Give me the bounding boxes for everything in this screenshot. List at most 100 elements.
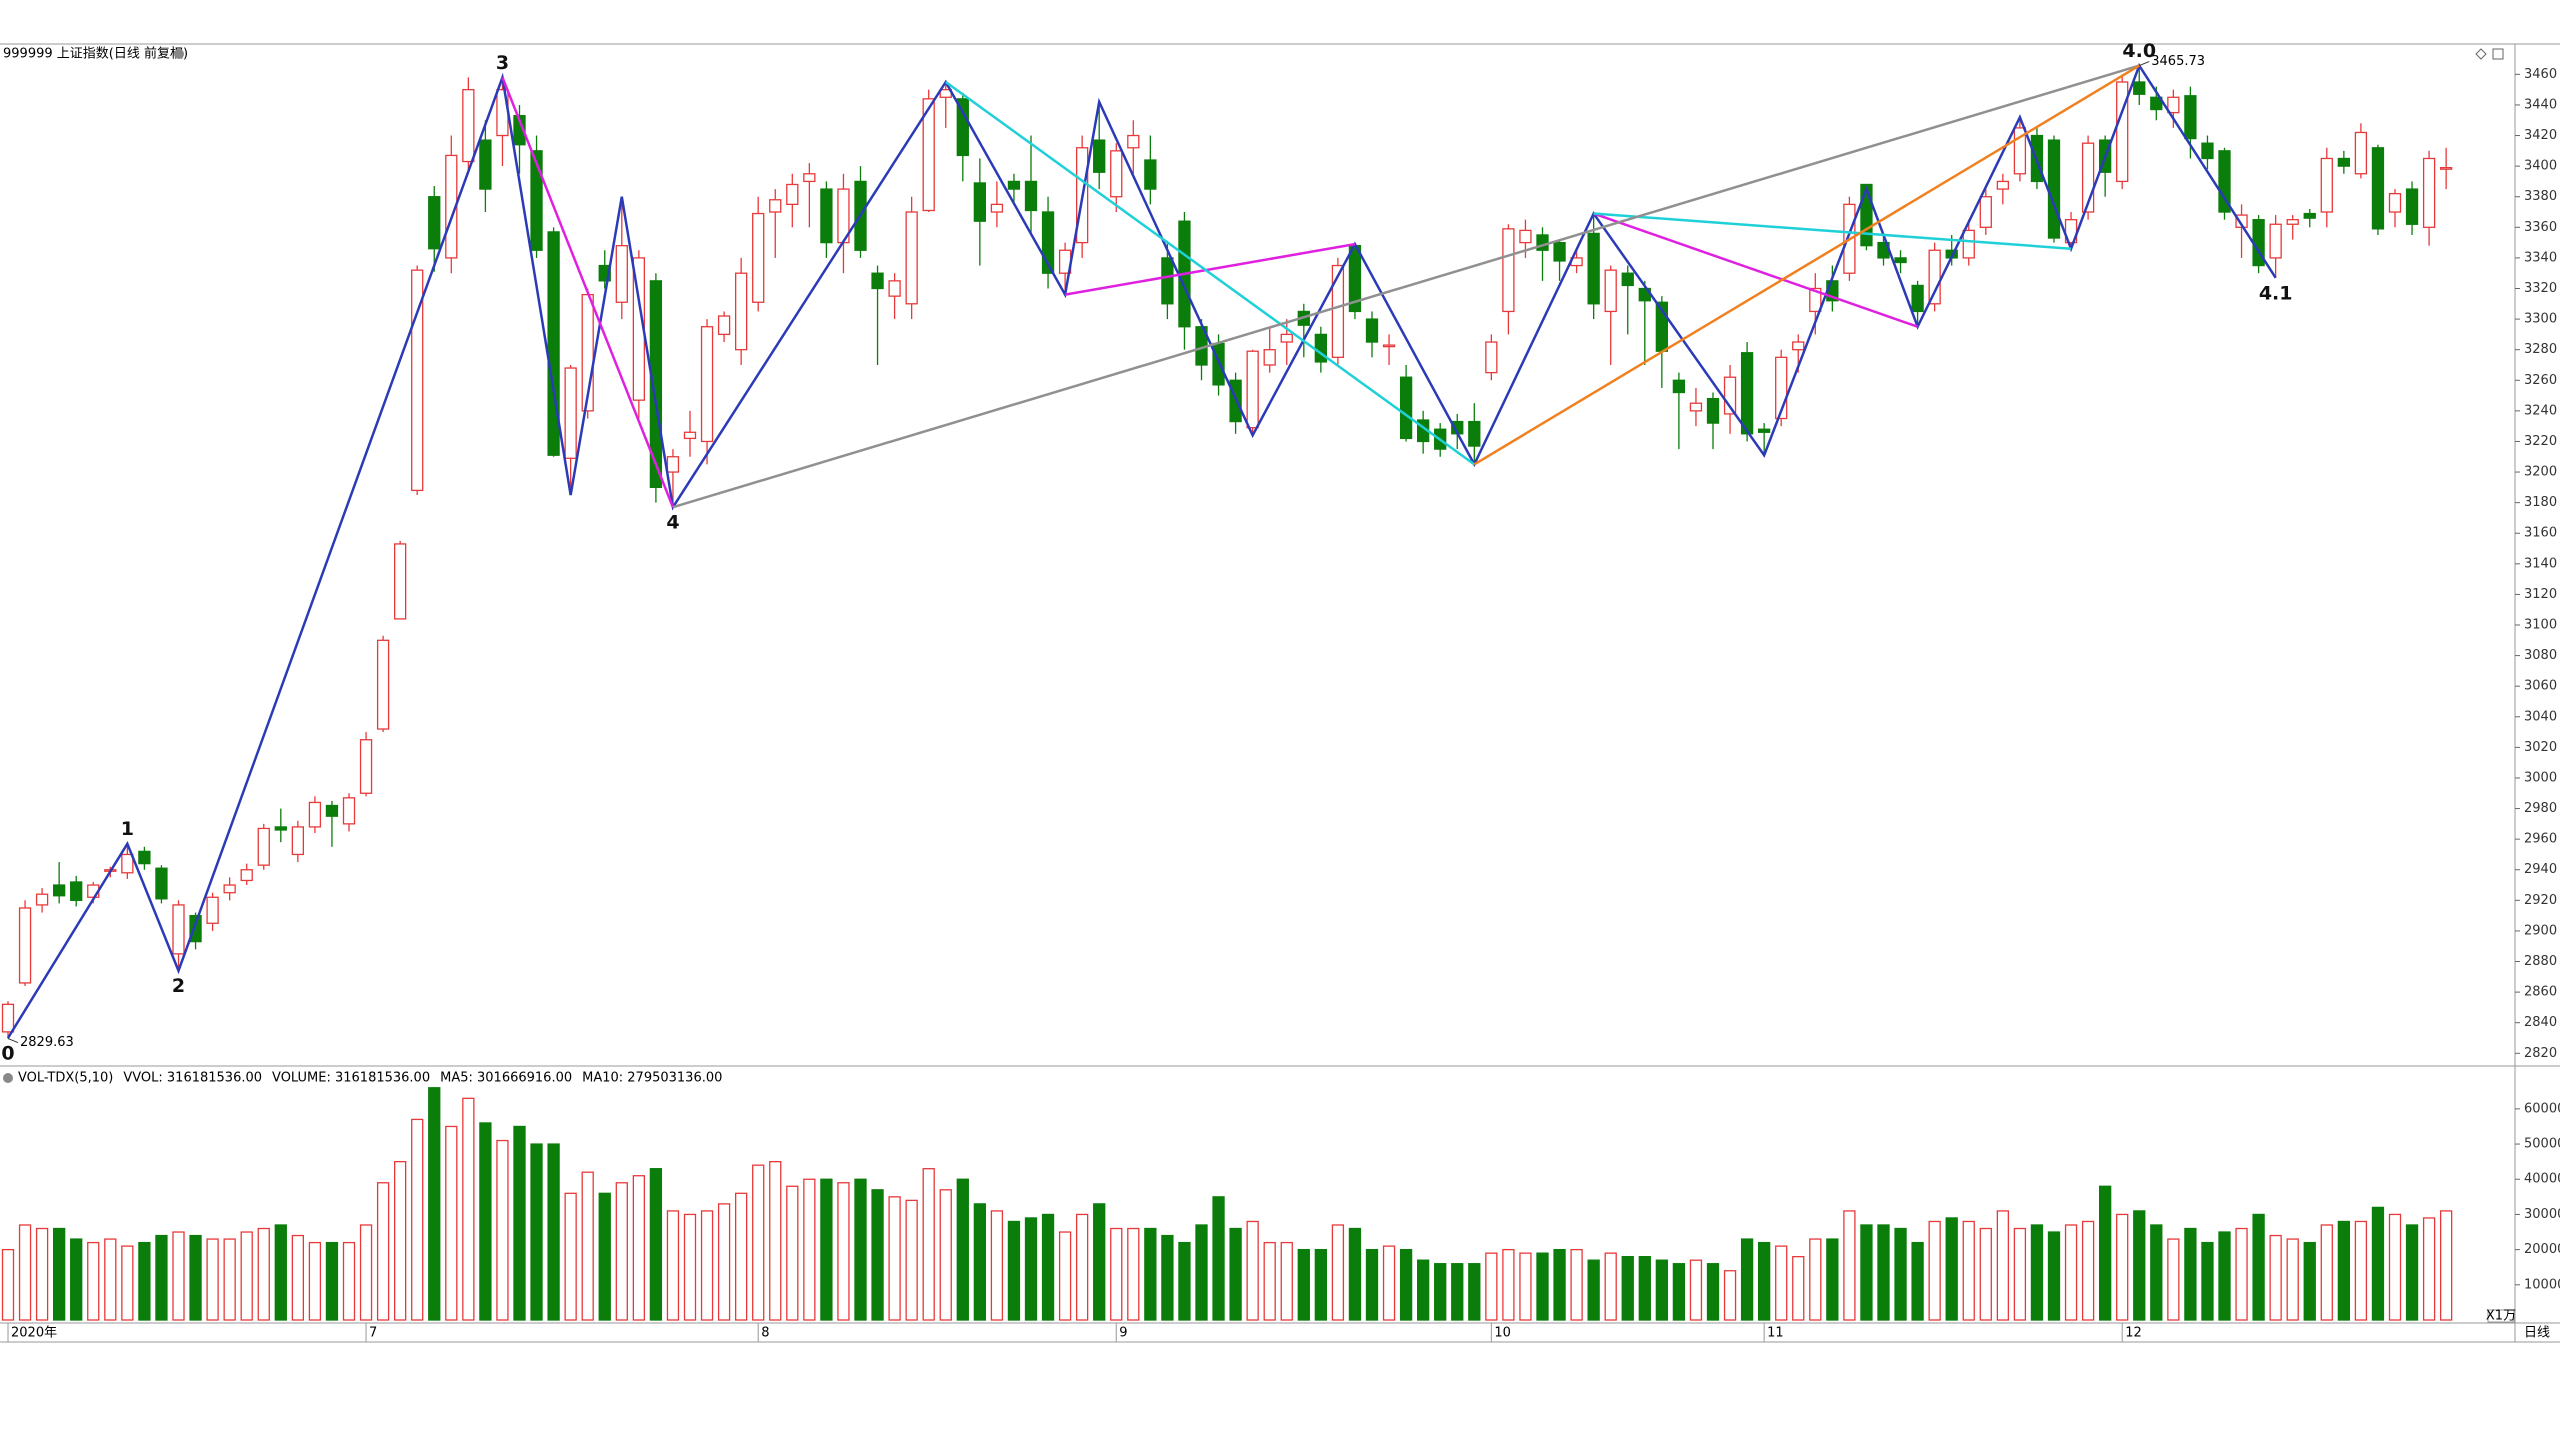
candle-body <box>1587 232 1600 305</box>
candle-body <box>1706 397 1720 424</box>
candle-body <box>1775 356 1788 420</box>
volume-bar <box>1758 1241 1771 1321</box>
volume-bar <box>1468 1263 1481 1321</box>
volume-bar <box>666 1210 680 1321</box>
candle-body <box>1689 402 1703 412</box>
volume-bar <box>35 1227 49 1321</box>
y-tick-label: 3120 <box>2524 587 2557 602</box>
volume-bar <box>2098 1185 2112 1321</box>
candle-body <box>223 884 236 894</box>
volume-bar <box>445 1125 458 1321</box>
y-tick-label: 2880 <box>2524 954 2557 969</box>
candle-body <box>35 893 49 906</box>
candle-body <box>530 150 543 251</box>
volume-bar <box>1076 1213 1089 1321</box>
volume-bar <box>1706 1263 1720 1321</box>
volume-bar <box>496 1139 509 1321</box>
volume-bar <box>2337 1220 2351 1321</box>
volume-bar <box>1331 1224 1345 1321</box>
volume-bar <box>1553 1248 1566 1321</box>
volume-bar <box>2320 1224 2333 1321</box>
volume-bar <box>104 1238 117 1321</box>
volume-bar <box>973 1203 986 1321</box>
volume-bar <box>1911 1241 1924 1321</box>
candle-body <box>735 272 748 351</box>
candle-body <box>172 904 185 955</box>
y-tick-label: 3440 <box>2524 97 2557 112</box>
volume-bar <box>2013 1227 2027 1321</box>
y-tick-label: 2960 <box>2524 832 2557 847</box>
volume-bar <box>2030 1224 2044 1321</box>
volume-bar <box>769 1161 782 1321</box>
candle-body <box>1604 269 1617 313</box>
wave-label: 0 <box>1 1042 14 1064</box>
candle-body <box>1024 180 1038 212</box>
y-tick-label: 3220 <box>2524 434 2557 449</box>
wave-line <box>501 76 675 508</box>
volume-bar <box>1297 1248 1310 1321</box>
volume-bar <box>376 1182 390 1321</box>
volume-bar <box>393 1161 407 1321</box>
x-tick-label: 10 <box>1494 1326 1511 1341</box>
volume-bar <box>206 1238 219 1321</box>
candle-body <box>1758 428 1771 433</box>
period-label[interactable]: 日线 <box>2524 1326 2550 1341</box>
extreme-label: 2829.63 <box>20 1035 74 1050</box>
y-tick-label: 3200 <box>2524 465 2557 480</box>
candle-body <box>359 739 373 794</box>
volume-bar <box>717 1203 731 1321</box>
y-tick-label: 3180 <box>2524 495 2557 510</box>
volume-bar <box>581 1171 594 1321</box>
candle-body <box>1246 350 1259 429</box>
vol-tick-label: 50000 <box>2524 1137 2560 1152</box>
candle-body <box>1314 333 1327 363</box>
volume-bar <box>1979 1227 1992 1321</box>
y-tick-label: 3240 <box>2524 403 2557 418</box>
candle-body <box>1809 287 1822 313</box>
candle-body <box>189 914 202 943</box>
candle-body <box>1331 264 1345 358</box>
volume-bar <box>1775 1245 1788 1321</box>
candle-body <box>803 173 816 183</box>
candle-body <box>411 269 424 492</box>
legend-entry: MA10: 279503136.00 <box>582 1071 722 1086</box>
volume-bar <box>1621 1256 1634 1321</box>
candle-body <box>2150 96 2163 111</box>
vol-tick-label: 10000 <box>2524 1277 2560 1292</box>
candle-body <box>1007 180 1021 190</box>
candle-body <box>1536 234 1549 251</box>
candle-body <box>393 543 407 620</box>
candle-body <box>1911 284 1924 313</box>
candle-body <box>2081 142 2095 213</box>
volume-bar <box>803 1178 816 1321</box>
volume-bar <box>1689 1259 1703 1321</box>
volume-bar <box>1877 1224 1890 1321</box>
x-tick-label: 7 <box>369 1326 377 1341</box>
x-tick-label: 8 <box>761 1326 769 1341</box>
volume-bar <box>257 1227 270 1321</box>
volume-bar <box>2184 1227 2197 1321</box>
legend-entry: MA5: 301666916.00 <box>440 1071 572 1086</box>
candle-body <box>1621 272 1634 287</box>
panel-icon[interactable] <box>2492 48 2504 60</box>
diamond-icon[interactable] <box>2475 48 2487 60</box>
volume-bar <box>1417 1259 1430 1321</box>
title-icon <box>174 49 184 59</box>
candle-body <box>1553 241 1566 262</box>
volume-bar <box>735 1192 748 1321</box>
vol-tick-label: 40000 <box>2524 1172 2560 1187</box>
candle-body <box>598 264 611 282</box>
candle-body <box>1144 159 1157 190</box>
volume-bar <box>1365 1248 1379 1321</box>
candle-body <box>2439 167 2453 170</box>
y-tick-label: 2840 <box>2524 1015 2557 1030</box>
y-tick-label: 3080 <box>2524 648 2557 663</box>
x-tick-label: 2020年 <box>11 1326 57 1341</box>
volume-bar <box>2047 1231 2061 1321</box>
wave-label: 2 <box>172 975 185 997</box>
candle-body <box>70 881 83 901</box>
volume-bar <box>2439 1210 2453 1321</box>
candle-body <box>1041 211 1055 274</box>
volume-bar <box>1536 1252 1549 1321</box>
volume-bar <box>632 1175 645 1321</box>
